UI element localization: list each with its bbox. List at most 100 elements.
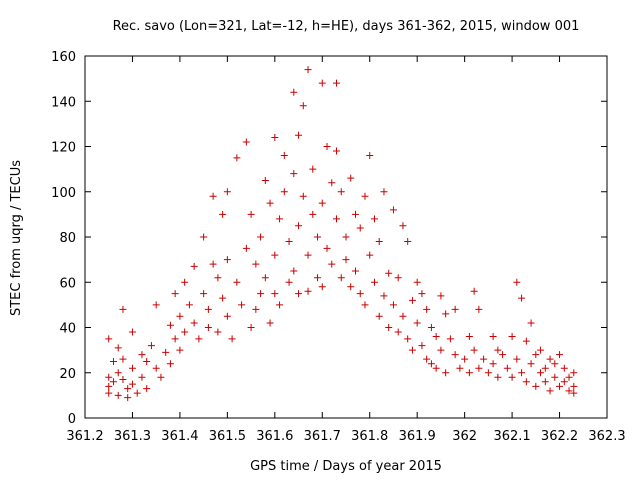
data-point — [513, 355, 521, 363]
data-point — [285, 278, 293, 286]
y-tick-label: 160 — [51, 50, 76, 65]
data-point — [437, 346, 445, 354]
data-point — [119, 355, 127, 363]
data-point — [480, 355, 488, 363]
data-point — [465, 333, 473, 341]
data-point — [271, 133, 279, 141]
data-point — [133, 389, 141, 397]
data-point — [138, 351, 146, 359]
data-point — [304, 66, 312, 74]
data-point — [276, 215, 284, 223]
data-point — [418, 342, 426, 350]
data-point — [513, 278, 521, 286]
data-point — [508, 333, 516, 341]
data-point — [176, 346, 184, 354]
data-point — [223, 188, 231, 196]
data-point — [333, 79, 341, 87]
data-point — [333, 215, 341, 223]
data-point — [532, 382, 540, 390]
data-point — [508, 373, 516, 381]
data-point — [451, 351, 459, 359]
data-point — [465, 369, 473, 377]
axis-ticks: 361.2 361.3 361.4 361.5 361.6 361.7 361.8 361.9… — [51, 50, 625, 444]
data-point — [143, 385, 151, 393]
data-point — [181, 278, 189, 286]
data-point — [442, 369, 450, 377]
data-point — [437, 292, 445, 300]
data-point — [238, 301, 246, 309]
data-point — [318, 283, 326, 291]
data-point — [328, 260, 336, 268]
data-point — [404, 335, 412, 343]
data-points — [105, 66, 578, 402]
data-point — [323, 244, 331, 252]
data-point — [162, 348, 170, 356]
data-point — [200, 233, 208, 241]
data-point — [143, 357, 151, 365]
x-tick-label: 361.2 — [66, 429, 103, 444]
data-point — [181, 328, 189, 336]
data-point — [560, 364, 568, 372]
data-point — [295, 222, 303, 230]
data-point — [105, 382, 113, 390]
data-point — [351, 210, 359, 218]
y-tick-label: 80 — [59, 231, 76, 246]
data-point — [124, 385, 132, 393]
data-point — [380, 292, 388, 300]
data-point — [242, 138, 250, 146]
data-point — [408, 346, 416, 354]
data-point — [394, 328, 402, 336]
data-point — [247, 210, 255, 218]
x-tick-label: 362.3 — [588, 429, 625, 444]
y-tick-label: 20 — [59, 367, 76, 382]
data-point — [489, 360, 497, 368]
data-point — [484, 369, 492, 377]
data-point — [408, 296, 416, 304]
data-point — [413, 319, 421, 327]
data-point — [532, 351, 540, 359]
data-point — [347, 283, 355, 291]
data-point — [503, 364, 511, 372]
data-point — [290, 170, 298, 178]
data-point — [261, 274, 269, 282]
data-point — [380, 188, 388, 196]
data-point — [314, 274, 322, 282]
x-tick-label: 361.4 — [161, 429, 198, 444]
data-point — [399, 312, 407, 320]
data-point — [190, 319, 198, 327]
data-point — [252, 260, 260, 268]
data-point — [451, 305, 459, 313]
data-point — [537, 346, 545, 354]
data-point — [223, 312, 231, 320]
data-point — [565, 373, 573, 381]
data-point — [176, 312, 184, 320]
x-tick-label: 362.1 — [493, 429, 530, 444]
data-point — [432, 364, 440, 372]
data-point — [370, 278, 378, 286]
data-point — [105, 373, 113, 381]
data-point — [385, 324, 393, 331]
data-point — [494, 373, 502, 381]
data-point — [209, 192, 217, 200]
data-point — [147, 342, 155, 350]
y-tick-label: 0 — [68, 412, 76, 427]
data-point — [233, 278, 241, 286]
data-point — [114, 391, 122, 399]
data-point — [461, 355, 469, 363]
data-point — [518, 369, 526, 377]
data-point — [399, 222, 407, 230]
data-point — [551, 373, 559, 381]
data-point — [361, 301, 369, 309]
data-point — [560, 378, 568, 386]
data-point — [318, 199, 326, 207]
data-point — [261, 176, 269, 184]
data-point — [285, 238, 293, 246]
data-point — [404, 238, 412, 246]
data-point — [546, 355, 554, 363]
data-point — [499, 351, 507, 359]
data-point — [105, 389, 113, 397]
data-point — [228, 335, 236, 343]
data-point — [427, 324, 435, 331]
data-point — [309, 165, 317, 173]
data-point — [209, 260, 217, 268]
